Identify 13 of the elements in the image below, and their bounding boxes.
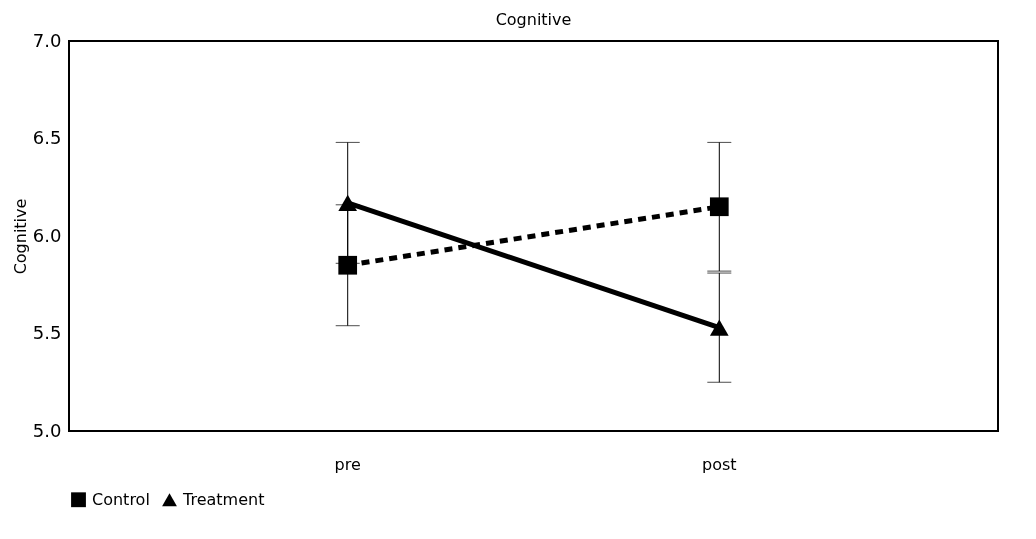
chart-title: Cognitive [495,10,572,29]
x-tick-label: pre [334,454,361,474]
y-axis-title: Cognitive [10,198,30,275]
point [709,197,729,217]
y-tick-label: 6.0 [32,224,62,246]
x-tick-label: post [702,454,737,474]
point [338,255,358,275]
y-tick-label: 6.5 [32,127,62,148]
y-tick-label: 5.0 [32,419,62,441]
y-tick-label: 7.0 [32,29,62,51]
legend-label: Treatment [182,489,265,509]
y-tick-label: 5.5 [32,322,62,343]
legend-label: Control [92,489,150,509]
